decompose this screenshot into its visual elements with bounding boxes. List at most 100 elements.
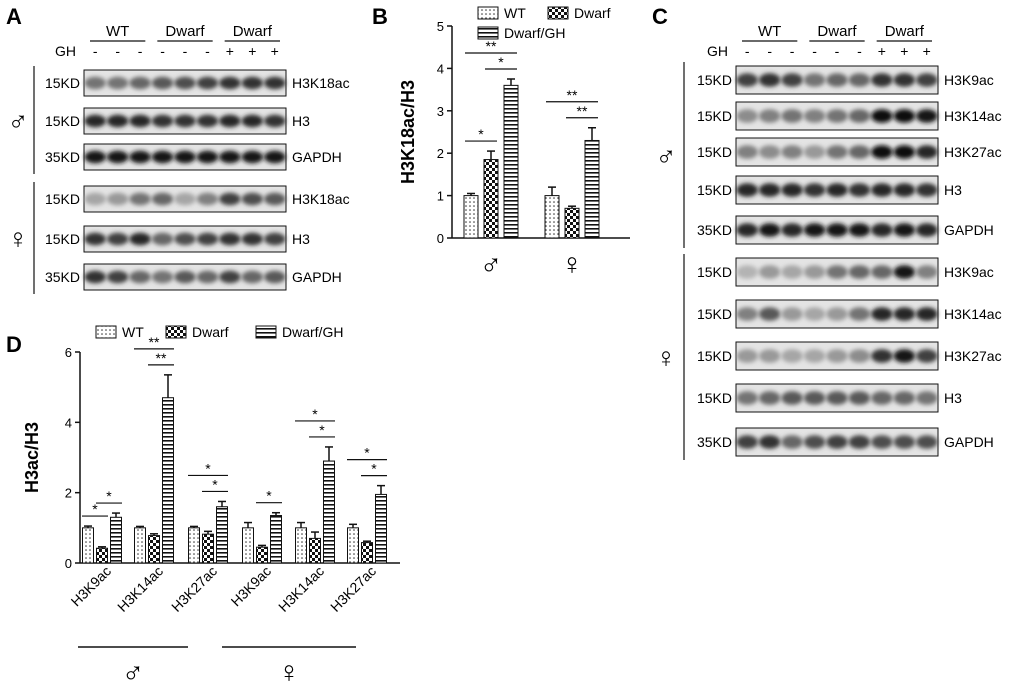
blot-band [174,76,196,90]
blot-band [803,223,826,237]
protein-label-female-2: GAPDH [292,269,342,285]
blot-band [848,223,871,237]
legend-label-0: WT [122,324,144,340]
female-symbol: ♀ [656,342,677,373]
gh-mark-0: - [745,43,750,59]
blot-band [781,349,803,363]
blot-band [916,183,938,197]
blot-band [241,192,264,206]
bar-dwarf-gh-4 [323,460,335,564]
blot-band [736,307,758,321]
gh-mark-1: - [767,43,772,59]
blot-band [736,435,758,449]
blot-band [84,150,106,164]
kd-label-female-3: 15KD [697,390,732,406]
blot-band [84,232,106,246]
blot-band [264,232,286,246]
gh-mark-2: - [790,43,795,59]
bar-dwarf-0 [96,547,108,564]
blot-band [758,265,781,279]
blot-band [848,73,871,87]
blot-band [871,73,893,87]
gh-mark-7: + [248,43,256,59]
bar-dwarf-gh-0 [503,84,519,239]
blot-band [916,109,938,123]
kd-label-male-1: 15KD [45,113,80,129]
gh-mark-6: + [878,43,886,59]
blot-band [871,307,893,321]
y-tick-label: 2 [437,146,444,161]
blot-band [893,183,916,197]
protein-label-male-1: H3 [292,113,310,129]
legend-label-0: WT [504,5,526,21]
blot-band [758,109,781,123]
blot-band [129,270,151,284]
blot-band [826,435,848,449]
protein-label-male-2: H3K27ac [944,144,1002,160]
legend-label-2: Dwarf/GH [504,25,565,41]
significance-mark: * [205,460,211,476]
legend-swatch-0 [477,6,499,20]
blot-band [826,223,848,237]
blot-band [803,265,826,279]
blot-band [241,270,264,284]
blot-band [151,150,174,164]
blot-band [736,349,758,363]
legend-swatch-2 [255,325,277,339]
blot-band [893,223,916,237]
x-category-label-4: H3K14ac [275,563,327,615]
blot-band [826,183,848,197]
blot-band [106,192,129,206]
blot-band [871,349,893,363]
blot-band [106,232,129,246]
y-tick-label: 1 [437,189,444,204]
x-category-label-5: H3K27ac [327,563,379,615]
blot-band [219,150,241,164]
significance-mark: * [92,501,98,517]
gh-label: GH [707,43,728,59]
x-category-label-3: H3K9ac [228,563,275,610]
blot-band [196,232,219,246]
legend-label-1: Dwarf [574,5,611,21]
blot-band [803,145,826,159]
legend-swatch-1 [165,325,187,339]
blot-band [848,109,871,123]
panel-a-letter: A [6,4,22,29]
bar-dwarf-4 [309,537,321,564]
bar-wt-1 [544,195,560,239]
kd-label-male-2: 15KD [697,144,732,160]
gh-mark-0: - [93,43,98,59]
significance-mark: * [266,488,272,504]
blot-band [129,192,151,206]
bar-dwarf-gh-3 [270,515,282,564]
gh-mark-8: + [271,43,279,59]
significance-mark: * [478,126,484,142]
significance-mark: ** [156,350,167,366]
bar-wt-3 [242,527,254,564]
blot-band [781,391,803,405]
protein-label-male-2: GAPDH [292,149,342,165]
sex-group-symbol-1: ♀ [278,656,301,688]
y-tick-label: 0 [437,231,444,246]
blot-band [196,192,219,206]
legend-swatch-1 [547,6,569,20]
protein-label-male-1: H3K14ac [944,108,1002,124]
blot-band [848,349,871,363]
blot-band [106,270,129,284]
blot-band [916,391,938,405]
blot-band [174,192,196,206]
blot-band [781,145,803,159]
bar-wt-1 [134,527,146,564]
blot-band [893,391,916,405]
blot-band [241,150,264,164]
blot-band [916,265,938,279]
blot-band [826,73,848,87]
blot-band [893,145,916,159]
blot-band [84,114,106,128]
blot-band [781,109,803,123]
male-symbol: ♂ [656,140,677,171]
blot-band [781,223,803,237]
